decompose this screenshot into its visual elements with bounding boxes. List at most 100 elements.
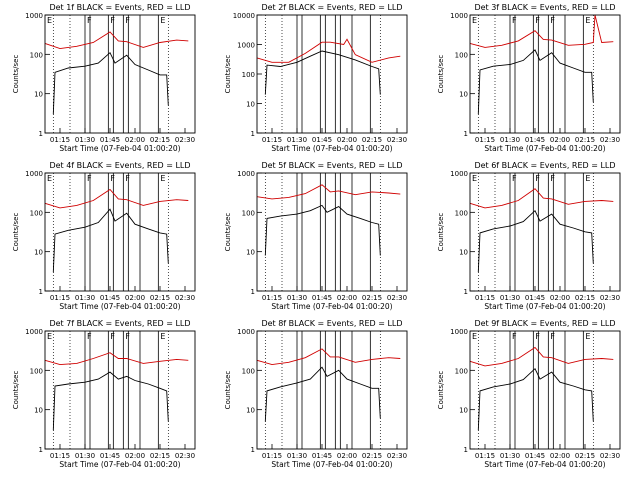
- y-axis-label: Counts/sec: [224, 371, 232, 410]
- x-tick-label: 01:30: [500, 294, 520, 302]
- flag-label: E: [472, 174, 477, 183]
- chart-panel: Det 9f BLACK = Events, RED = LLD E F F F E 1 10…: [437, 319, 621, 469]
- x-tick-label: 01:15: [262, 294, 282, 302]
- y-tick-label: 100: [30, 367, 43, 375]
- series-black: [477, 209, 594, 273]
- x-tick-label: 02:00: [550, 452, 570, 460]
- y-tick-label: 10000: [233, 12, 255, 20]
- y-axis-label: Counts/sec: [437, 213, 445, 252]
- x-tick-label: 02:15: [362, 294, 382, 302]
- x-tick-label: 01:30: [287, 136, 307, 144]
- flag-label: E: [160, 16, 165, 25]
- y-tick-label: 100: [242, 209, 255, 217]
- flag-label: F: [512, 174, 517, 183]
- y-tick-label: 10: [459, 249, 468, 257]
- x-tick-label: 01:45: [525, 294, 545, 302]
- flag-label: E: [160, 174, 165, 183]
- y-tick-label: 1: [39, 130, 43, 138]
- series-red: [256, 348, 401, 366]
- flag-label: E: [472, 332, 477, 341]
- plot-frame: [256, 172, 408, 292]
- x-axis-label: Start Time (07-Feb-04 01:00:20): [484, 144, 605, 153]
- flag-label: F: [125, 332, 130, 341]
- flag-label: F: [550, 332, 555, 341]
- series-black: [52, 51, 169, 115]
- x-tick-label: 01:30: [75, 136, 95, 144]
- plot-frame: [469, 14, 621, 134]
- y-tick-label: 1: [251, 446, 255, 454]
- series-black: [264, 204, 381, 256]
- plot-frame: [44, 14, 196, 134]
- x-tick-label: 02:30: [175, 294, 195, 302]
- flag-label: F: [87, 332, 92, 341]
- flag-label: E: [585, 174, 590, 183]
- chart-title: Det 3f BLACK = Events, RED = LLD: [474, 3, 615, 12]
- x-tick-label: 02:15: [362, 136, 382, 144]
- x-axis-label: Start Time (07-Feb-04 01:00:20): [59, 460, 180, 469]
- x-tick-label: 02:15: [362, 452, 382, 460]
- x-axis-label: Start Time (07-Feb-04 01:00:20): [484, 460, 605, 469]
- chart-panel: Det 4f BLACK = Events, RED = LLD E F F F E 1 10…: [12, 161, 196, 311]
- x-tick-label: 02:30: [387, 452, 407, 460]
- series-black: [52, 371, 169, 431]
- series-red: [44, 31, 189, 50]
- chart-title: Det 8f BLACK = Events, RED = LLD: [261, 319, 402, 328]
- y-tick-label: 100: [455, 51, 468, 59]
- series-black: [52, 208, 169, 273]
- x-tick-label: 01:15: [50, 452, 70, 460]
- flag-label: F: [110, 332, 115, 341]
- flag-label: E: [47, 174, 52, 183]
- x-tick-label: 02:15: [575, 294, 595, 302]
- x-tick-label: 02:30: [175, 452, 195, 460]
- x-tick-label: 01:45: [312, 452, 332, 460]
- chart-title: Det 2f BLACK = Events, RED = LLD: [261, 3, 402, 12]
- x-tick-label: 01:45: [100, 452, 120, 460]
- chart-panel: Det 6f BLACK = Events, RED = LLD E F F F E 1 10…: [437, 161, 621, 311]
- x-tick-label: 01:15: [475, 136, 495, 144]
- x-tick-label: 01:15: [50, 136, 70, 144]
- y-tick-label: 1000: [25, 328, 43, 336]
- series-red: [256, 38, 401, 63]
- x-axis-label: Start Time (07-Feb-04 01:00:20): [271, 144, 392, 153]
- x-tick-label: 02:30: [600, 452, 620, 460]
- series-red: [44, 188, 189, 209]
- chart-panel: Det 3f BLACK = Events, RED = LLD E F F F E 1 10…: [437, 3, 621, 153]
- y-tick-label: 10: [459, 407, 468, 415]
- series-black: [477, 49, 594, 115]
- flag-label: F: [535, 16, 540, 25]
- y-axis-label: Counts/sec: [437, 371, 445, 410]
- x-tick-label: 02:30: [387, 294, 407, 302]
- flag-label: E: [47, 16, 52, 25]
- plot-frame: [469, 172, 621, 292]
- x-tick-label: 01:15: [50, 294, 70, 302]
- y-tick-label: 1000: [237, 328, 255, 336]
- x-tick-label: 02:30: [387, 136, 407, 144]
- series-red: [44, 352, 189, 366]
- y-tick-label: 1: [251, 288, 255, 296]
- y-tick-label: 1: [464, 288, 468, 296]
- chart-panel: Det 2f BLACK = Events, RED = LLD 1 10 100 10…: [224, 3, 408, 153]
- y-axis-label: Counts/sec: [224, 213, 232, 252]
- y-tick-label: 100: [30, 51, 43, 59]
- x-tick-label: 01:15: [475, 452, 495, 460]
- chart-title: Det 5f BLACK = Events, RED = LLD: [261, 161, 402, 170]
- x-tick-label: 01:30: [75, 294, 95, 302]
- series-black: [264, 50, 381, 95]
- x-tick-label: 01:45: [312, 294, 332, 302]
- flag-label: F: [87, 174, 92, 183]
- y-tick-label: 1: [251, 130, 255, 138]
- series-black: [264, 366, 381, 422]
- x-tick-label: 02:15: [150, 294, 170, 302]
- flag-label: F: [110, 174, 115, 183]
- x-tick-label: 01:30: [500, 136, 520, 144]
- series-black: [477, 367, 594, 431]
- y-axis-label: Counts/sec: [12, 55, 20, 94]
- y-tick-label: 1000: [25, 170, 43, 178]
- flag-label: E: [585, 16, 590, 25]
- y-tick-label: 100: [455, 367, 468, 375]
- x-tick-label: 01:15: [262, 452, 282, 460]
- chart-title: Det 1f BLACK = Events, RED = LLD: [49, 3, 190, 12]
- y-tick-label: 100: [242, 71, 255, 79]
- plot-frame: [256, 14, 408, 134]
